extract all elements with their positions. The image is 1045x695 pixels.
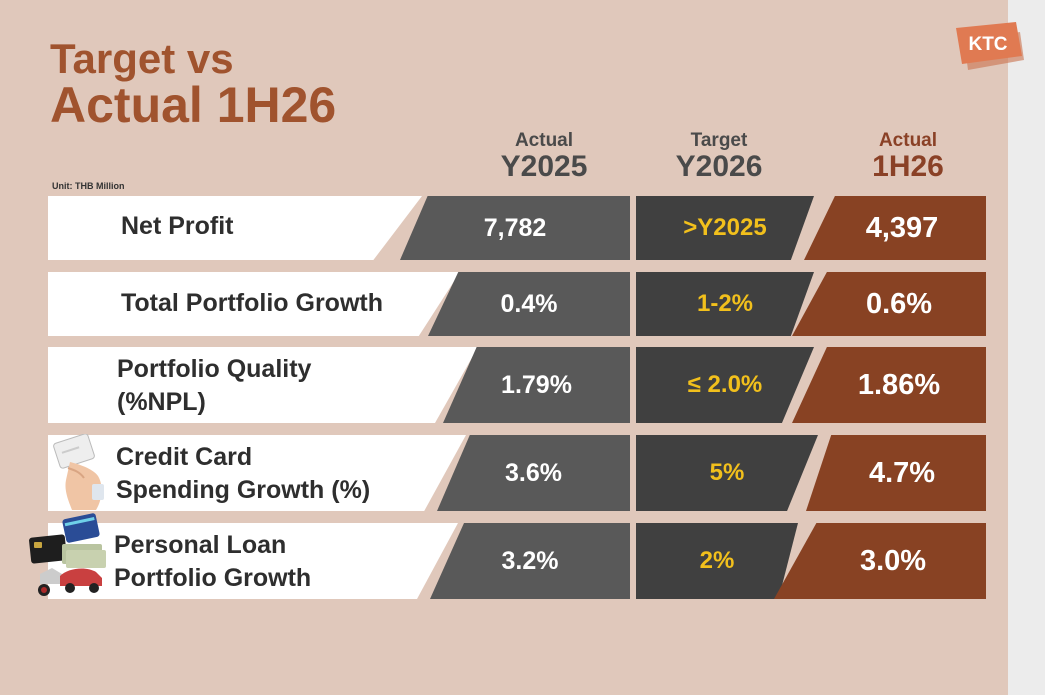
column-header-target-y2026: Target Y2026	[645, 131, 793, 182]
table-row-credit-card-spending: Credit Card Spending Growth (%) 3.6% 5% …	[48, 435, 986, 511]
table-row-portfolio-quality: Portfolio Quality (%NPL) 1.79% ≤ 2.0% 1.…	[48, 347, 986, 423]
column-header-main: 1H26	[872, 149, 944, 183]
hand-holding-card-icon	[53, 434, 104, 510]
table-row-total-portfolio-growth: Total Portfolio Growth 0.4% 1-2% 0.6%	[48, 272, 986, 336]
cell-target-y2026: 2%	[636, 523, 798, 599]
right-edge-strip	[1008, 0, 1045, 695]
row-label: Personal Loan Portfolio Growth	[114, 531, 312, 592]
cell-actual-y2025: 0.4%	[428, 272, 630, 336]
row-label: Net Profit	[121, 212, 234, 240]
ktc-logo-icon: KTC	[956, 22, 1024, 70]
cell-target-y2026: >Y2025	[636, 196, 814, 260]
row-label-background	[48, 272, 460, 336]
table-row-net-profit: Net Profit 7,782 >Y2025 4,397	[48, 196, 986, 260]
cell-actual-1h26: 4,397	[804, 196, 986, 260]
title-line-2: Actual 1H26	[50, 77, 337, 133]
column-header-sub: Target	[690, 130, 748, 151]
column-header-main: Y2025	[500, 149, 588, 183]
logo-text: KTC	[968, 34, 1007, 55]
cell-target-y2026: 1-2%	[636, 272, 814, 336]
cell-actual-1h26: 4.7%	[806, 435, 986, 511]
column-header-sub: Actual	[514, 130, 574, 151]
column-header-actual-y2025: Actual Y2025	[470, 131, 618, 182]
cell-actual-1h26: 0.6%	[792, 272, 986, 336]
column-header-actual-1h26: Actual 1H26	[834, 131, 982, 182]
row-label-background	[48, 435, 466, 511]
unit-note: Unit: THB Million	[52, 181, 125, 191]
row-label-background	[48, 523, 458, 599]
cell-actual-1h26: 1.86%	[792, 347, 986, 423]
cell-target-y2026: ≤ 2.0%	[636, 347, 814, 423]
cell-actual-y2025: 3.2%	[430, 523, 630, 599]
cards-money-vehicles-icon	[29, 513, 106, 596]
column-header-sub: Actual	[878, 130, 938, 151]
cell-target-y2026: 5%	[636, 435, 818, 511]
cell-actual-y2025: 1.79%	[443, 347, 630, 423]
title-line-1: Target vs	[50, 35, 234, 82]
row-label-background	[48, 347, 478, 423]
cell-actual-1h26: 3.0%	[774, 523, 986, 599]
row-label: Portfolio Quality (%NPL)	[117, 355, 312, 416]
cell-actual-y2025: 3.6%	[437, 435, 630, 511]
column-header-main: Y2026	[675, 149, 763, 183]
row-label: Total Portfolio Growth	[121, 289, 383, 317]
cell-actual-y2025: 7,782	[400, 196, 630, 260]
row-label: Credit Card Spending Growth (%)	[116, 443, 371, 504]
page-title: Target vs Actual 1H26	[50, 35, 337, 133]
row-label-background	[48, 196, 422, 260]
table-row-personal-loan: Personal Loan Portfolio Growth 3.2% 2% 3…	[48, 523, 986, 599]
